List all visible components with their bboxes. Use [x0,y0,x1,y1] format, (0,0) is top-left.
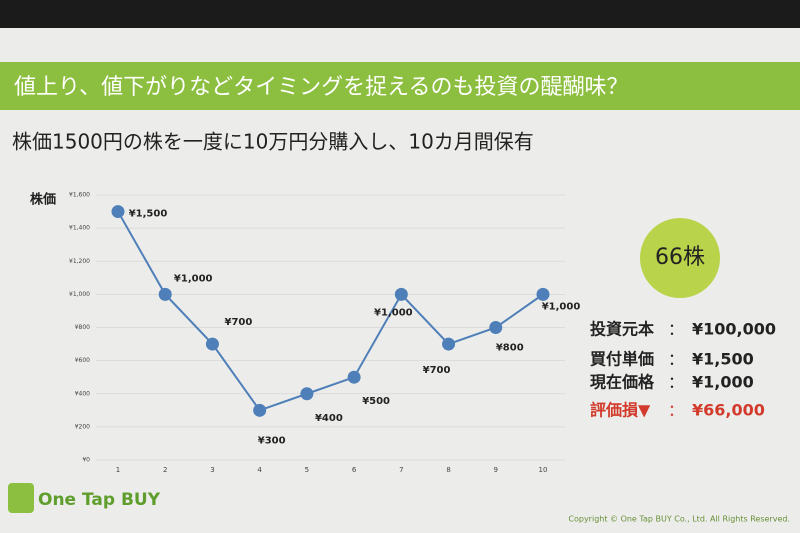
info-value: ¥1,000 [692,373,754,392]
x-tick-label: 5 [305,466,309,474]
x-tick-label: 4 [257,466,262,474]
point [442,337,456,351]
y-tick-label: ¥600 [75,357,90,364]
point [158,287,172,301]
data-label: ¥1,000 [542,301,581,312]
info-label: 買付単価 [590,350,654,369]
y-tick-label: ¥800 [75,324,90,331]
data-label: ¥400 [315,413,343,424]
info-label: 評価損▼ [590,401,651,420]
data-label: ¥1,000 [174,273,213,284]
point [253,403,267,417]
x-tick-label: 3 [210,466,214,474]
badge-text: 66株 [655,245,705,270]
info-value: ¥100,000 [692,320,776,339]
subtitle: 株価1500円の株を一度に10万円分購入し、10カ月間保有 [12,130,534,154]
slide-title: 値上り、値下がりなどタイミングを捉えるのも投資の醍醐味？ [14,75,628,100]
info-sep: ： [668,320,684,339]
badge-circle [640,218,720,298]
x-tick-label: 9 [494,466,498,474]
data-label: ¥1,000 [374,307,413,318]
x-tick-label: 10 [539,466,548,474]
x-tick-label: 1 [116,466,120,474]
y-tick-label: ¥400 [75,390,90,397]
info-sep: ： [668,350,684,369]
y-tick-label: ¥1,600 [69,192,90,199]
point [300,387,314,401]
info-value: ¥66,000 [692,401,765,420]
y-tick-label: ¥1,000 [69,291,90,298]
info-sep: ： [668,401,684,420]
logo: One Tap BUY [38,490,161,510]
y-axis-label: 株価 [30,192,56,208]
info-value: ¥1,500 [692,350,754,369]
data-label: ¥700 [423,365,451,376]
point [489,321,503,334]
x-tick-label: 8 [446,466,450,474]
data-label: ¥800 [496,343,524,354]
data-label: ¥300 [258,435,286,446]
info-label: 現在価格 [590,373,655,392]
y-tick-label: ¥0 [82,457,90,464]
point [536,287,550,301]
info-sep: ： [668,373,684,392]
x-tick-label: 7 [399,466,403,474]
y-tick-label: ¥1,400 [69,225,90,232]
data-label: ¥500 [362,396,390,407]
info-label: 投資元本 [590,320,654,339]
point [111,205,125,219]
data-label: ¥1,500 [129,209,168,220]
line [117,211,544,412]
data-label: ¥700 [225,317,253,328]
copyright: Copyright © One Tap BUY Co., Ltd. All Ri… [568,515,790,524]
point [347,370,361,384]
y-tick-label: ¥1,200 [69,258,90,265]
point [205,337,219,351]
title-bar [0,62,800,110]
y-tick-label: ¥200 [75,423,90,430]
point [394,287,408,301]
x-tick-label: 6 [352,466,357,474]
logo-icon [8,483,34,513]
x-tick-label: 2 [163,466,167,474]
